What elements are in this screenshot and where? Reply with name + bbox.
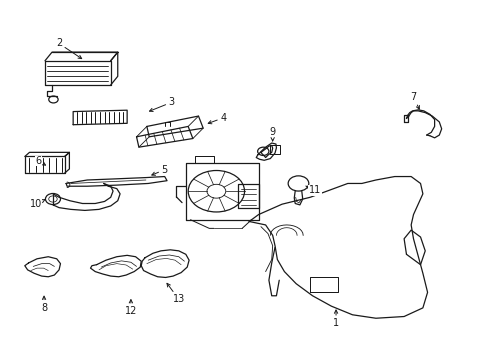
Text: 2: 2 (56, 39, 81, 59)
Text: 6: 6 (36, 156, 45, 166)
Text: 8: 8 (41, 296, 47, 313)
Text: 7: 7 (409, 92, 419, 109)
Text: 4: 4 (208, 113, 226, 124)
Text: 11: 11 (305, 185, 321, 195)
Text: 10: 10 (29, 199, 45, 209)
Text: 1: 1 (332, 310, 338, 328)
Text: 5: 5 (151, 165, 167, 175)
Text: 12: 12 (124, 300, 137, 316)
Text: 13: 13 (167, 283, 184, 304)
Text: 3: 3 (149, 97, 174, 112)
Text: 9: 9 (269, 127, 275, 141)
